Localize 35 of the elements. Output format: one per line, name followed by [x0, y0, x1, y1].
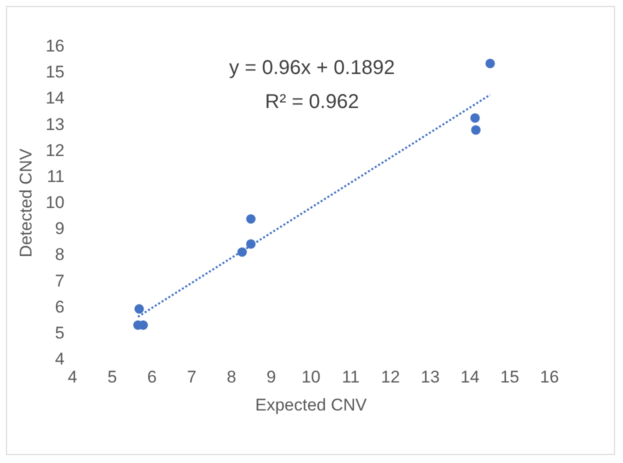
y-tick-label: 16 [46, 36, 64, 56]
y-axis-title: Detected CNV [16, 148, 36, 258]
x-tick-label: 16 [540, 368, 559, 386]
y-tick-label: 10 [46, 193, 64, 212]
x-tick-label: 12 [381, 368, 400, 386]
y-tick-label: 14 [46, 88, 64, 108]
y-tick-label: 6 [55, 297, 64, 316]
x-tick-label: 5 [108, 368, 117, 386]
point [485, 58, 495, 68]
x-tick-label: 9 [266, 368, 276, 386]
annotation: R² = 0.962 [265, 91, 359, 113]
point [134, 304, 144, 314]
point [470, 113, 480, 123]
x-tick-label: 13 [420, 368, 440, 386]
y-tick-label: 4 [55, 350, 64, 368]
annotation: y = 0.96x + 0.1892 [229, 57, 395, 79]
point [246, 214, 256, 224]
y-tick-label: 13 [46, 114, 64, 134]
x-tick-label: 15 [500, 368, 520, 386]
point [471, 125, 481, 135]
x-tick-label: 11 [342, 368, 360, 386]
y-tick-label: 11 [46, 166, 64, 186]
x-tick-label: 7 [187, 368, 196, 386]
x-axis-title: Expected CNV [255, 396, 368, 414]
x-tick-label: 8 [226, 368, 236, 386]
y-tick-label: 7 [55, 271, 64, 290]
y-tick-label: 5 [55, 323, 64, 342]
x-tick-label: 6 [147, 368, 157, 386]
y-tick-label: 15 [46, 62, 64, 82]
x-tick-label: 14 [460, 368, 480, 386]
x-tick-label: 10 [302, 368, 320, 386]
x-tick-label: 4 [68, 368, 78, 386]
y-tick-label: 8 [55, 245, 64, 264]
y-tick-label: 12 [46, 140, 64, 160]
y-tick-label: 9 [55, 219, 64, 238]
